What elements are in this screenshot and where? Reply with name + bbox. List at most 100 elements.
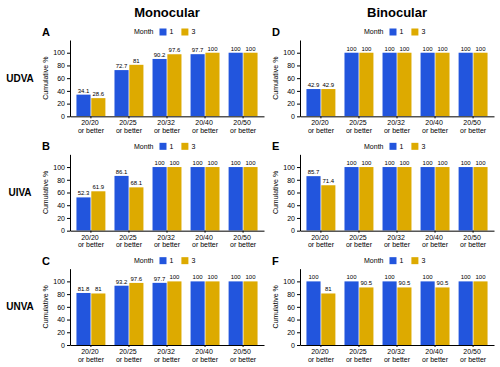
tick-mark [67,193,70,194]
data-label: 100 [193,160,204,166]
y-tick-label: 60 [287,75,295,82]
y-tick-label: 80 [57,177,65,184]
x-tick: 20/40 or better [192,231,219,249]
tick-label-line: 20/25 [119,234,138,241]
y-tick: 100 [283,278,300,285]
tick-label-line: 20/40 [195,234,214,241]
data-label: 100 [361,160,372,166]
legend-swatch [411,143,418,150]
data-label: 100 [461,160,472,166]
bar [435,53,449,117]
x-tick: 20/40 or better [192,116,219,134]
tick-label-line: 20/32 [157,119,176,126]
x-tick: 20/25 or better [116,116,143,134]
legend-title: Month [134,143,154,150]
x-tick: 20/50 or better [460,345,487,363]
axis-domain [70,155,71,231]
tick-label-line: or better [346,241,373,248]
y-tick: 100 [53,164,70,171]
data-label: 100 [385,160,396,166]
bar [243,281,257,345]
tick-mark [435,231,436,233]
tick-label-line: 20/40 [425,348,444,355]
legend-title: Month [134,257,154,264]
data-label: 100 [347,46,358,52]
bar [321,89,335,116]
x-tick-label: 20/32 or better [384,348,411,363]
tick-label-line: or better [384,127,411,134]
data-labels: 1001001001001008190.590.590.5100 [308,274,486,292]
tick-label-line: or better [154,127,181,134]
y-tick: 60 [57,304,70,311]
y-tick-label: 60 [287,304,295,311]
chart-container: 34.172.790.297.710028.68197.610010020/20… [0,0,500,367]
legend-swatch [159,29,166,36]
data-label: 52.3 [78,190,90,196]
y-axis-label: Cumulative % [272,171,279,214]
y-tick-label: 80 [57,291,65,298]
panel: 34.172.790.297.710028.68197.610010020/20… [42,26,265,134]
x-tick: 20/40 or better [192,345,219,363]
y-tick: 0 [61,342,70,349]
tick-label-line: 20/40 [425,119,444,126]
bar [397,53,411,117]
tick-mark [205,231,206,233]
tick-mark [67,332,70,333]
data-label: 42.9 [308,82,320,88]
tick-mark [67,65,70,66]
x-tick: 20/25 or better [346,116,373,134]
tick-mark [397,116,398,118]
tick-mark [435,116,436,118]
tick-mark [67,281,70,282]
tick-mark [167,231,168,233]
data-label: 90.5 [361,280,373,286]
x-tick: 20/20 or better [308,231,335,249]
bar [91,98,105,116]
data-label: 100 [399,160,410,166]
legend-title: Month [364,257,384,264]
bar [191,281,205,345]
panel: 81.893.297.71001008197.610010010020/20 o… [42,255,265,363]
y-tick-label: 40 [57,316,65,323]
data-label: 100 [423,274,434,280]
x-axis: 20/20 or better20/25 or better20/32 or b… [71,116,265,134]
tick-label-line: 20/40 [425,234,444,241]
bar [91,191,105,230]
y-tick-label: 40 [57,88,65,95]
tick-mark [358,116,359,118]
x-tick: 20/25 or better [346,345,373,363]
tick-mark [297,332,300,333]
legend-entry: 1 [169,143,173,150]
tick-label-line: 20/50 [233,234,252,241]
y-tick: 80 [57,62,70,69]
x-tick: 20/25 or better [346,231,373,249]
data-label: 68.1 [131,180,143,186]
x-tick-label: 20/20 or better [308,234,335,249]
bar [359,287,373,345]
tick-label-line: or better [154,241,181,248]
y-tick-label: 20 [287,329,295,336]
y-tick: 60 [57,189,70,196]
data-label: 100 [347,274,358,280]
tick-label-line: 20/32 [387,119,406,126]
tick-label-line: 20/20 [81,119,100,126]
x-tick-label: 20/40 or better [422,234,449,249]
y-axis: 020406080100 [53,155,70,235]
tick-label-line: or better [308,127,335,134]
tick-mark [67,180,70,181]
tick-mark [67,167,70,168]
data-label: 90.5 [399,280,411,286]
bar [153,59,167,116]
x-tick-label: 20/50 or better [230,119,257,134]
y-tick: 40 [287,202,300,209]
y-tick-label: 100 [283,278,295,285]
legend-title: Month [364,28,384,35]
tick-mark [320,231,321,233]
tick-mark [67,104,70,105]
bar [229,281,243,345]
x-tick-label: 20/40 or better [422,119,449,134]
bars [306,167,487,231]
y-axis: 020406080100 [283,41,300,121]
data-label: 81 [133,58,140,64]
x-tick-label: 20/50 or better [230,348,257,363]
